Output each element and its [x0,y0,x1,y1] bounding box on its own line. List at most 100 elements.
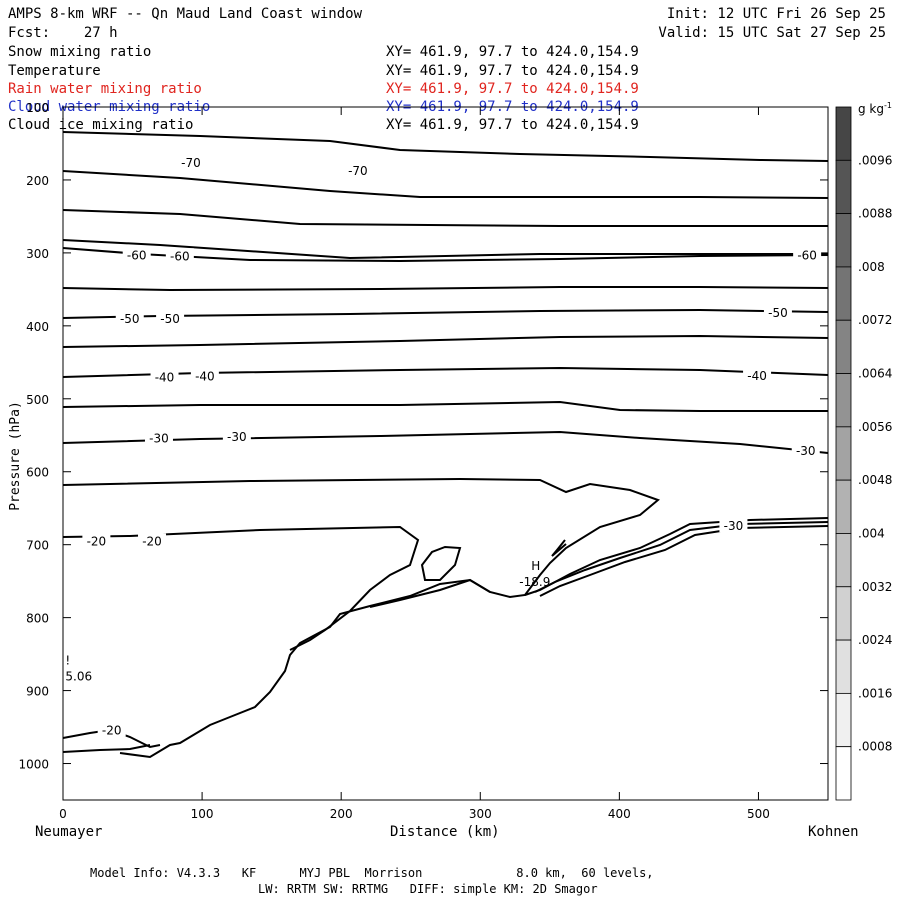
y-tick-label: 200 [26,174,49,188]
x-tick-label: 500 [747,807,770,821]
contour-line [62,334,829,348]
contour-line [62,286,829,292]
colorbar-swatch [835,213,852,268]
contour-label-bg [150,369,179,384]
field-name-rain: Rain water mixing ratio [8,81,202,97]
contour-label: -70 [348,164,368,178]
contour-label: -20 [87,534,107,548]
contour-label: -50 [160,312,180,326]
colorbar-unit-exponent: -1 [884,101,892,110]
colorbar-swatch [835,479,852,534]
x-tick-label: 300 [469,807,492,821]
x-tick-label: 100 [191,807,214,821]
contour-label: -30 [724,519,744,533]
colorbar-swatch [835,319,852,374]
contour-label-bg [793,247,822,262]
valid-time: Valid: 15 UTC Sat 27 Sep 25 [658,25,886,41]
contour-label-bg [156,311,185,326]
model-info-line1: Model Info: V4.3.3 KF MYJ PBL Morrison 8… [90,866,654,880]
colorbar-tick-label: .0024 [858,633,892,647]
contour-label: -20 [102,723,122,737]
contour-line [534,521,829,593]
colorbar-swatch [835,106,852,161]
contour-label: -60 [797,249,817,263]
colorbar-tick-label: .0016 [858,686,892,700]
colorbar-swatch [835,373,852,428]
colorbar-tick-label: .008 [858,260,885,274]
y-tick-label: 500 [26,393,49,407]
header-title: AMPS 8-km WRF -- Qn Maud Land Coast wind… [8,6,363,22]
forecast-hour: Fcst: 27 h [8,25,118,41]
contour-label: -40 [195,370,215,384]
contour-line [524,517,829,596]
field-xy-rain: XY= 461.9, 97.7 to 424.0,154.9 [386,81,639,97]
contour-label-bg [176,154,205,169]
contour-line [62,131,829,162]
contour-line [62,170,829,199]
colorbar-swatch [835,533,852,588]
extremum-value: 5.06 [65,669,92,683]
colorbar-swatch [835,266,852,321]
contour-label-bg [144,430,173,445]
contour-label-bg [122,247,151,262]
contour-label-bg [138,533,167,548]
x-tick-label: 200 [330,807,353,821]
contour-line [420,545,462,581]
contour-line [62,209,828,227]
contour-label-bg [165,248,194,263]
contour-label: -30 [796,444,816,458]
y-tick-label: 400 [26,320,49,334]
x-axis-title: Distance (km) [390,824,500,840]
y-tick-label: 700 [26,539,49,553]
x-tick-label: 0 [59,807,67,821]
contour-label: -40 [747,369,767,383]
x-tick-label: 400 [608,807,631,821]
contour-line [369,578,491,608]
colorbar-tick-label: .0064 [858,367,892,381]
contour-label: -50 [768,306,788,320]
contour-line [62,308,829,319]
y-tick-label: 600 [26,466,49,480]
colorbar-tick-label: .0088 [858,207,892,221]
contour-line [62,744,151,753]
field-xy-cloud-ice: XY= 461.9, 97.7 to 424.0,154.9 [386,117,639,133]
model-info-line2: LW: RRTM SW: RRTMG DIFF: simple KM: 2D S… [258,882,598,896]
colorbar-tick-label: .004 [858,526,885,540]
plot-frame [62,106,829,801]
contour-line [62,400,828,412]
y-tick-label: 800 [26,612,49,626]
contour-line [62,477,660,759]
contour-label-bg [343,162,372,177]
contour-lines [62,131,829,759]
contour-label: -60 [170,249,190,263]
colorbar-swatch [835,746,852,801]
colorbar-tick-label: .0032 [858,580,892,594]
contour-label-bg [763,305,792,320]
contour-label: -70 [181,156,201,170]
contour-label-bg [97,722,126,737]
start-location-label: Neumayer [35,824,103,840]
colorbar-tick-label: .0096 [858,153,892,167]
contour-label: -30 [227,430,247,444]
colorbar-tick-label: .0056 [858,420,892,434]
contour-label-bg [82,533,111,548]
colorbar-unit: g kg-1 [858,101,892,116]
contour-label-bg [222,429,251,444]
field-xy-temperature: XY= 461.9, 97.7 to 424.0,154.9 [386,63,639,79]
contour-label: -20 [142,534,162,548]
y-tick-label: 900 [26,685,49,699]
colorbar-tick-label: .0048 [858,473,892,487]
contour-label-bg [719,518,748,533]
colorbar-swatch [835,586,852,641]
contour-line [551,539,567,557]
y-tick-label: 1000 [18,758,49,772]
field-name-snow: Snow mixing ratio [8,44,152,60]
colorbar-swatch [835,426,852,481]
contour-label: -60 [127,249,147,263]
extremum-value: -18.9 [519,575,550,589]
contour-line [62,239,828,260]
contour-label-bg [791,443,820,458]
contour-label: -50 [120,312,140,326]
init-time: Init: 12 UTC Fri 26 Sep 25 [666,6,886,22]
